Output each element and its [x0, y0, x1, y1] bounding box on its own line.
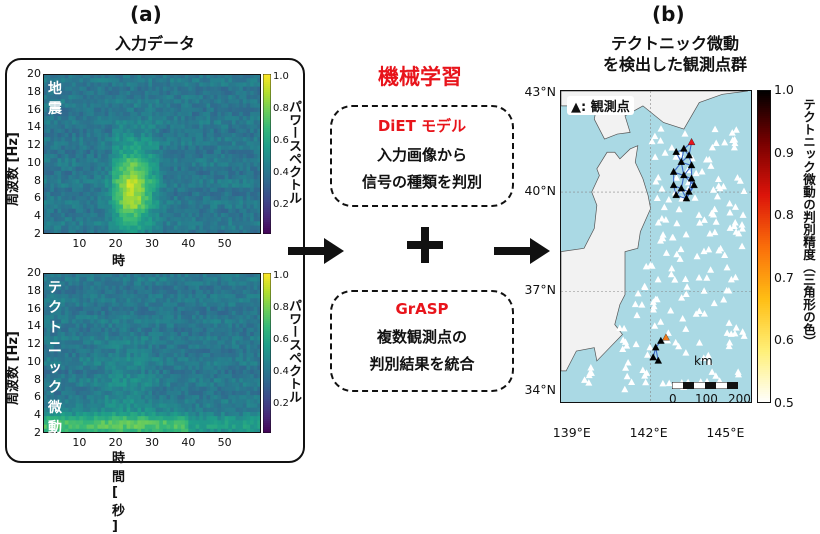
- colorbar-accuracy: [757, 90, 771, 403]
- lon-tick-label: 142°E: [630, 425, 668, 440]
- spectrogram-tremor-ylabel: 周波数 [Hz]: [2, 331, 21, 405]
- spec1-yticks-tick: 14: [25, 120, 41, 133]
- spec2-yticks-tick: 10: [25, 355, 41, 368]
- diet-model-line1: 入力画像から: [332, 144, 512, 165]
- colorbar-accuracy-tick: 0.9: [774, 145, 794, 160]
- lat-tick-label: 34°N: [518, 382, 556, 397]
- scale-tick-label: 100: [695, 392, 718, 406]
- map-japan-tohoku: [560, 90, 752, 403]
- grasp-line2: 判別結果を統合: [332, 353, 512, 374]
- spectrogram-tremor-tag: テクトニック微動: [48, 277, 62, 437]
- spec1-xticks-tick: 20: [109, 237, 123, 250]
- spec2-yticks-tick: 12: [25, 337, 41, 350]
- spec1-yticks-tick: 6: [25, 191, 41, 204]
- grasp-box: GrASP 複数観測点の 判別結果を統合: [330, 290, 514, 392]
- spec2-xticks-tick: 30: [145, 436, 159, 449]
- cb1-ticks-tick: 1.0: [273, 71, 289, 82]
- diet-model-line2: 信号の種類を判別: [332, 171, 512, 192]
- panel-a-label: (a): [130, 2, 162, 26]
- colorbar-accuracy-tick: 0.6: [774, 332, 794, 347]
- spec2-yticks-tick: 6: [25, 390, 41, 403]
- colorbar-tremor-label: パワースペクトル: [284, 299, 303, 403]
- spec1-yticks-tick: 18: [25, 85, 41, 98]
- spec1-yticks-tick: 16: [25, 103, 41, 116]
- spec1-yticks-tick: 20: [25, 67, 41, 80]
- lat-tick-label: 43°N: [518, 84, 556, 99]
- diet-model-box: DiET モデル 入力画像から 信号の種類を判別: [330, 105, 514, 207]
- spec1-xticks-tick: 50: [218, 237, 232, 250]
- spec1-xticks-tick: 30: [145, 237, 159, 250]
- spec2-yticks-tick: 18: [25, 284, 41, 297]
- spec2-yticks-tick: 8: [25, 373, 41, 386]
- colorbar-accuracy-tick: 0.7: [774, 270, 794, 285]
- spec1-yticks-tick: 12: [25, 138, 41, 151]
- spec2-yticks-tick: 2: [25, 426, 41, 439]
- spec1-yticks-tick: 8: [25, 174, 41, 187]
- spectrogram-earthquake-tag: 地震: [48, 78, 62, 118]
- machine-learning-title: 機械学習: [365, 61, 475, 91]
- spec1-xticks-tick: 10: [72, 237, 86, 250]
- scale-unit: km: [694, 354, 713, 368]
- panel-b-title-line2: を検出した観測点群: [560, 51, 790, 75]
- spec1-yticks-tick: 4: [25, 209, 41, 222]
- spec2-yticks-tick: 20: [25, 266, 41, 279]
- grasp-heading: GrASP: [332, 300, 512, 318]
- map-legend: ▲: 観測点: [567, 96, 634, 115]
- spectrogram-earthquake-image: [43, 74, 261, 234]
- spec1-yticks-tick: 2: [25, 227, 41, 240]
- scale-tick-label: 0: [669, 392, 677, 406]
- arrow-left-icon: [288, 236, 346, 270]
- lon-tick-label: 139°E: [553, 425, 591, 440]
- colorbar-accuracy-tick: 0.8: [774, 207, 794, 222]
- spectrogram-tremor-image: [43, 273, 261, 433]
- spec1-yticks-tick: 10: [25, 156, 41, 169]
- spec2-xticks-tick: 50: [218, 436, 232, 449]
- spec2-yticks-tick: 14: [25, 319, 41, 332]
- panel-b-label: (b): [652, 2, 685, 26]
- spec1-xticks-tick: 40: [181, 237, 195, 250]
- diet-model-heading: DiET モデル: [332, 115, 512, 136]
- colorbar-earthquake: [263, 74, 271, 234]
- scale-bar-graphic: [672, 382, 738, 389]
- colorbar-accuracy-tick: 1.0: [774, 82, 794, 97]
- spec2-xticks-tick: 10: [72, 436, 86, 449]
- cb2-ticks-tick: 1.0: [273, 270, 289, 281]
- lat-tick-label: 40°N: [518, 183, 556, 198]
- spec2-xticks-tick: 40: [181, 436, 195, 449]
- spectrogram-earthquake-ylabel: 周波数 [Hz]: [2, 132, 21, 206]
- grasp-line1: 複数観測点の: [332, 326, 512, 347]
- spectrogram-tremor-xlabel: 時間 [ 秒 ]: [112, 447, 125, 534]
- colorbar-earthquake-label: パワースペクトル: [284, 100, 303, 204]
- plus-icon: [405, 225, 445, 269]
- lat-tick-label: 37°N: [518, 282, 556, 297]
- colorbar-tremor: [263, 273, 271, 433]
- spec2-yticks-tick: 4: [25, 408, 41, 421]
- colorbar-accuracy-tick: 0.5: [774, 395, 794, 410]
- lon-tick-label: 145°E: [706, 425, 744, 440]
- arrow-right-icon: [494, 236, 552, 270]
- colorbar-accuracy-label: テクトニック微動の判別精度（三角形の色）: [799, 98, 818, 348]
- spec2-yticks-tick: 16: [25, 302, 41, 315]
- scale-tick-label: 200: [728, 392, 751, 406]
- panel-a-title: 入力データ: [95, 30, 215, 54]
